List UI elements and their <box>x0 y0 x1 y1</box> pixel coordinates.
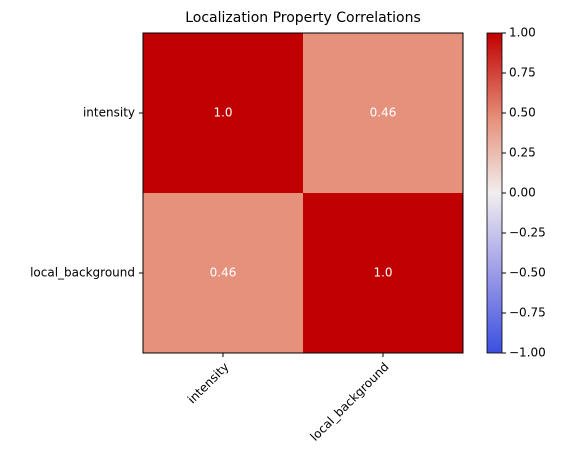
heatmap-cell <box>143 193 303 353</box>
colorbar-tick-label: 1.00 <box>509 26 536 40</box>
colorbar-tick-label: 0.50 <box>509 106 536 120</box>
cell-label: 1.0 <box>213 106 232 120</box>
cell-label: 0.46 <box>370 106 397 120</box>
colorbar-tick-label: 0.25 <box>509 146 536 160</box>
colorbar-tick-label: 0.00 <box>509 186 536 200</box>
heatmap-cell <box>143 33 303 193</box>
plot-frame <box>142 32 464 354</box>
colorbar-tick-label: 0.75 <box>509 66 536 80</box>
heatmap-cell <box>303 33 463 193</box>
colorbar-tick-label: −0.50 <box>509 266 546 280</box>
chart-title: Localization Property Correlations <box>185 10 421 26</box>
x-tick-label: intensity <box>185 360 232 407</box>
colorbar-tick-label: −1.00 <box>509 346 546 360</box>
x-tick-label: local_background <box>307 360 391 444</box>
colorbar-tick-label: −0.25 <box>509 226 546 240</box>
cell-label: 0.46 <box>210 266 237 280</box>
heatmap-cell <box>303 193 463 353</box>
y-tick-label: intensity <box>83 106 135 120</box>
cell-label: 1.0 <box>373 266 392 280</box>
y-tick-label: local_background <box>30 266 135 280</box>
colorbar-tick-label: −0.75 <box>509 306 546 320</box>
colorbar <box>486 32 503 354</box>
